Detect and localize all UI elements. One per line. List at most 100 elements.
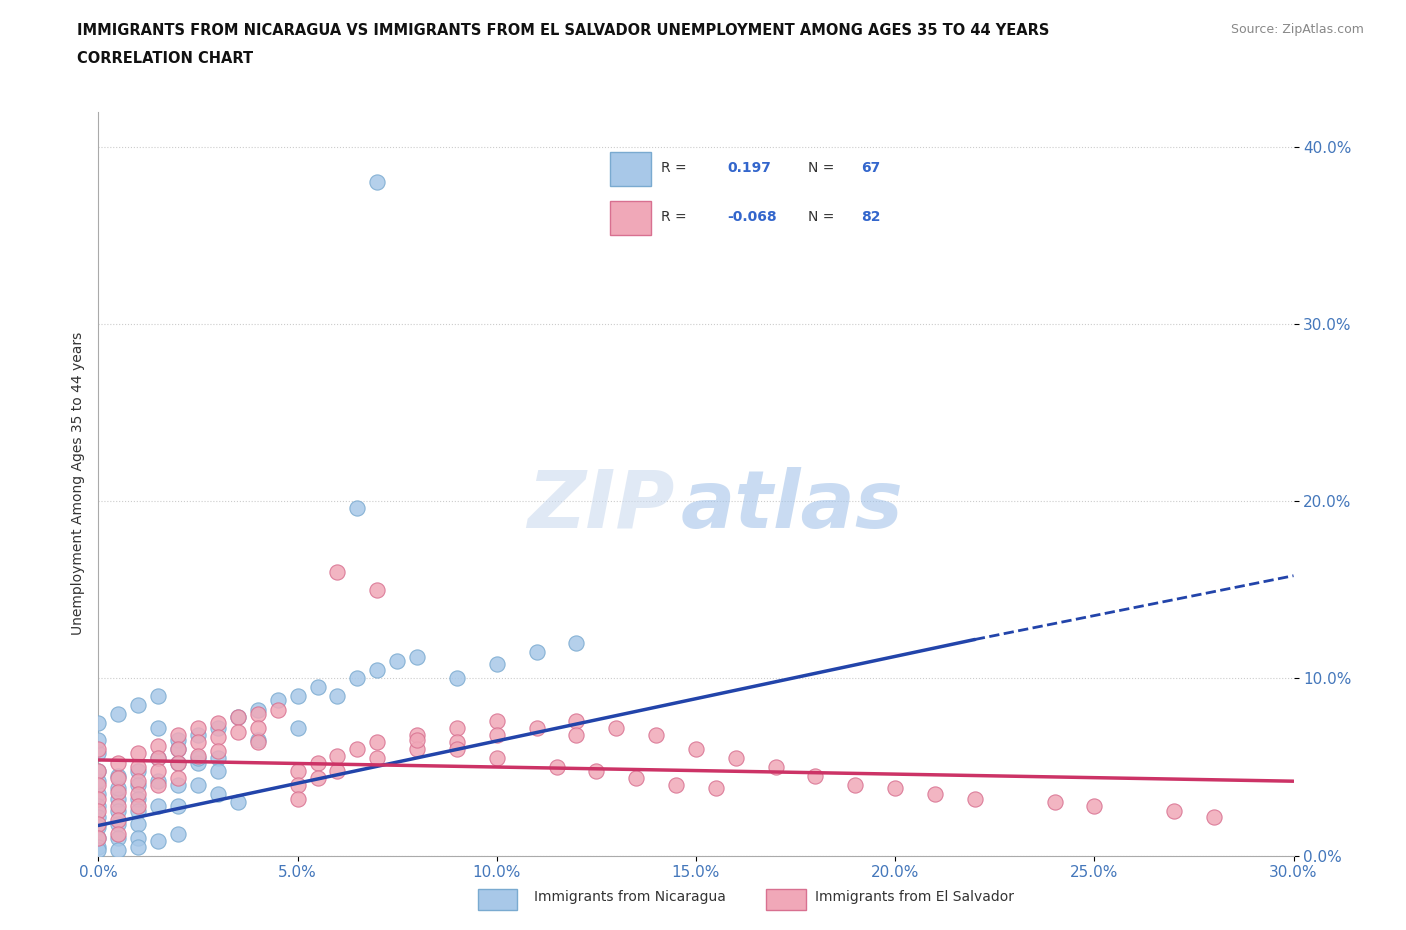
Point: [346, 501, 368, 516]
Point: [107, 791, 129, 806]
Point: [366, 662, 388, 677]
Point: [724, 751, 747, 765]
Point: [187, 735, 209, 750]
Y-axis label: Unemployment Among Ages 35 to 44 years: Unemployment Among Ages 35 to 44 years: [70, 332, 84, 635]
Point: [585, 764, 607, 778]
Point: [804, 768, 827, 783]
Point: [565, 713, 588, 728]
Point: [366, 751, 388, 765]
Point: [326, 749, 349, 764]
Point: [167, 770, 190, 785]
Point: [148, 834, 170, 849]
Point: [665, 777, 688, 792]
Point: [148, 721, 170, 736]
Point: [226, 710, 249, 724]
Point: [87, 843, 110, 857]
Point: [87, 839, 110, 854]
Point: [307, 756, 329, 771]
Point: [87, 715, 110, 730]
Point: [87, 820, 110, 835]
Point: [87, 774, 110, 789]
Point: [187, 721, 209, 736]
Point: [107, 768, 129, 783]
Point: [87, 830, 110, 845]
Point: [326, 565, 349, 579]
Point: [107, 817, 129, 831]
Point: [127, 760, 149, 775]
Point: [148, 777, 170, 792]
Point: [207, 715, 229, 730]
Point: [167, 756, 190, 771]
Point: [148, 799, 170, 814]
Point: [127, 777, 149, 792]
Point: [765, 760, 787, 775]
Point: [565, 635, 588, 650]
Point: [307, 770, 329, 785]
Point: [167, 742, 190, 757]
Point: [526, 721, 548, 736]
Point: [127, 698, 149, 712]
Point: [187, 756, 209, 771]
Point: [685, 742, 707, 757]
Point: [267, 703, 290, 718]
Point: [226, 710, 249, 724]
Point: [207, 764, 229, 778]
Point: [366, 175, 388, 190]
Point: [148, 751, 170, 765]
Point: [107, 827, 129, 842]
Point: [148, 751, 170, 765]
Point: [107, 799, 129, 814]
Point: [127, 764, 149, 778]
Point: [645, 727, 668, 742]
Point: [87, 733, 110, 748]
Point: [307, 680, 329, 695]
Point: [207, 751, 229, 765]
Point: [107, 770, 129, 785]
Point: [87, 809, 110, 824]
Point: [187, 777, 209, 792]
Point: [167, 799, 190, 814]
Point: [207, 744, 229, 759]
Point: [167, 733, 190, 748]
Point: [207, 729, 229, 744]
Text: ZIP: ZIP: [527, 467, 673, 545]
Point: [446, 721, 468, 736]
Point: [626, 770, 648, 785]
Point: [246, 733, 269, 748]
Text: Immigrants from Nicaragua: Immigrants from Nicaragua: [534, 890, 725, 905]
Point: [704, 781, 727, 796]
Point: [924, 786, 946, 801]
Point: [246, 735, 269, 750]
Point: [446, 735, 468, 750]
Point: [107, 756, 129, 771]
Point: [963, 791, 986, 806]
Point: [87, 830, 110, 845]
Point: [1043, 795, 1066, 810]
Point: [87, 764, 110, 778]
Text: Source: ZipAtlas.com: Source: ZipAtlas.com: [1230, 23, 1364, 36]
Point: [127, 804, 149, 818]
Point: [884, 781, 907, 796]
Point: [87, 786, 110, 801]
Point: [485, 713, 508, 728]
Point: [406, 742, 429, 757]
Point: [127, 839, 149, 854]
Point: [87, 777, 110, 792]
Point: [366, 735, 388, 750]
Point: [485, 727, 508, 742]
Point: [226, 724, 249, 739]
Point: [406, 733, 429, 748]
Point: [107, 830, 129, 845]
Point: [107, 784, 129, 799]
Point: [287, 689, 309, 704]
Point: [207, 786, 229, 801]
Point: [187, 727, 209, 742]
Point: [267, 692, 290, 707]
Point: [385, 653, 409, 668]
Point: [167, 742, 190, 757]
Point: [287, 791, 309, 806]
Point: [844, 777, 866, 792]
Point: [346, 671, 368, 686]
Point: [87, 791, 110, 806]
Point: [87, 746, 110, 761]
